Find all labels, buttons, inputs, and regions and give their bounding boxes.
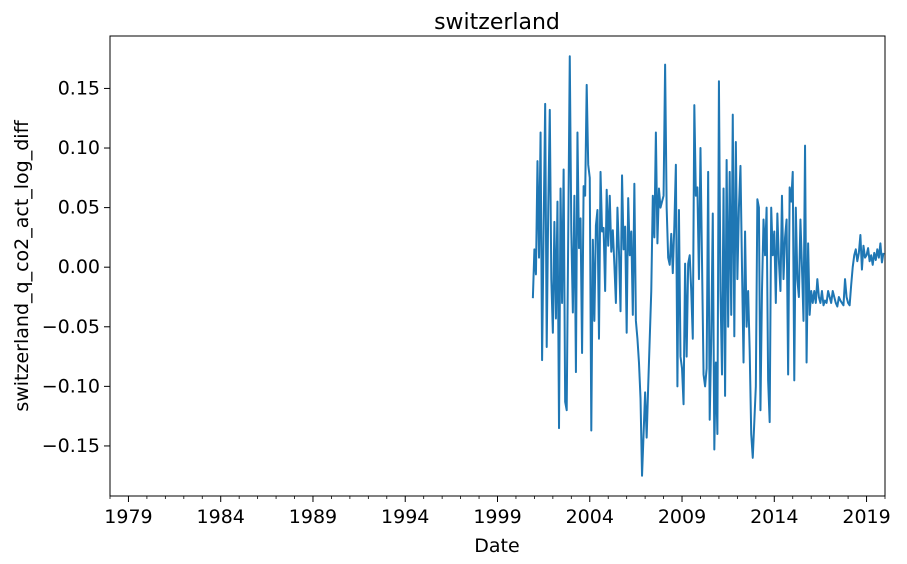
x-axis-ticks: 1979 1984 1989 1994 1999 2004 2009 2014 2019 xyxy=(104,496,891,528)
y-tick-label: 0.00 xyxy=(58,256,100,278)
x-tick-label: 1999 xyxy=(473,506,521,528)
y-tick-label: 0.15 xyxy=(58,77,100,99)
x-tick-label: 1984 xyxy=(197,506,245,528)
x-tick-label: 1989 xyxy=(289,506,337,528)
y-tick-label: 0.05 xyxy=(58,197,100,219)
y-tick-label: −0.15 xyxy=(42,435,100,457)
x-axis-label: Date xyxy=(474,535,519,557)
x-tick-label: 2019 xyxy=(842,506,890,528)
y-tick-label: −0.05 xyxy=(42,316,100,338)
y-axis-label: switzerland_q_co2_act_log_diff xyxy=(11,119,33,411)
x-tick-label: 2014 xyxy=(750,506,798,528)
plot-frame xyxy=(109,35,886,497)
y-tick-label: 0.10 xyxy=(58,137,100,159)
x-tick-label: 1979 xyxy=(104,506,152,528)
x-tick-label: 2004 xyxy=(566,506,614,528)
series-line xyxy=(531,55,885,477)
x-tick-label: 2009 xyxy=(658,506,706,528)
y-axis-ticks: 0.15 0.10 0.05 0.00 −0.05 −0.10 −0.15 xyxy=(42,77,110,457)
x-tick-label: 1994 xyxy=(381,506,429,528)
y-tick-label: −0.10 xyxy=(42,375,100,397)
plot-area: 0.15 0.10 0.05 0.00 −0.05 −0.10 −0.15 1979 1984… xyxy=(42,35,891,528)
chart-title: switzerland xyxy=(434,10,560,35)
